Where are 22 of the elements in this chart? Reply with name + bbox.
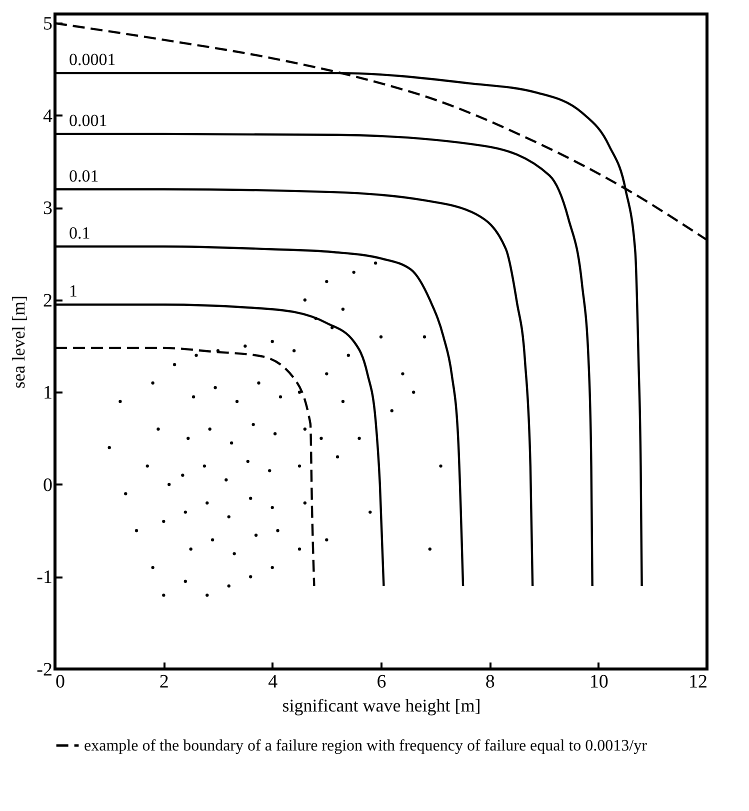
- series-label: 0.0001: [69, 50, 116, 70]
- y-tick-label: -1: [36, 567, 52, 588]
- series-label: 0.01: [69, 166, 99, 186]
- x-tick-label: 10: [589, 672, 608, 692]
- x-tick-label: 12: [688, 672, 708, 692]
- y-tick-label: -2: [36, 660, 52, 680]
- y-tick-label: 5: [43, 14, 52, 35]
- y-tick-label: 1: [43, 382, 52, 404]
- series-label: 0.1: [69, 223, 90, 242]
- y-tick-label: 4: [43, 106, 53, 127]
- y-tick-label: 2: [43, 290, 52, 312]
- series-label: 1: [69, 282, 78, 301]
- x-tick-label: 2: [159, 672, 169, 692]
- legend-label: example of the boundary of a failure region with frequency of failure equal to 0.0013/yr: [84, 738, 648, 754]
- x-axis-title: significant wave height [m]: [282, 696, 481, 716]
- x-tick-label: 8: [485, 672, 495, 692]
- y-tick-label: 0: [43, 474, 52, 496]
- y-tick-label: 3: [43, 198, 52, 220]
- y-axis-title: sea level [m]: [8, 296, 29, 388]
- x-tick-label: 4: [268, 672, 278, 692]
- x-tick-label: 6: [376, 672, 386, 692]
- series-label: 0.001: [69, 110, 108, 130]
